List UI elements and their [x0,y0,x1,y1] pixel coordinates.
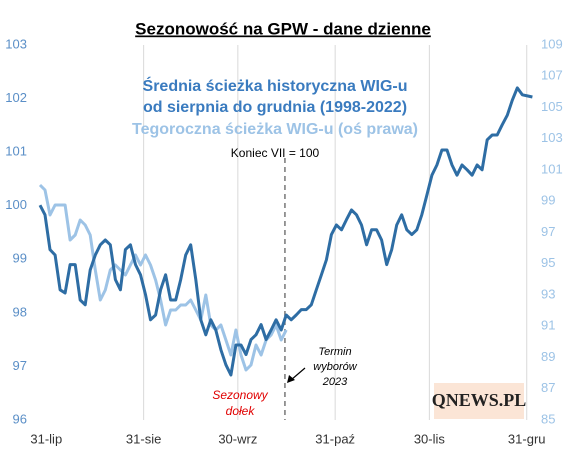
y-tick-label: 97 [13,358,27,373]
x-tick-label: 30-lis [414,431,446,446]
y2-tick-label: 85 [541,411,555,426]
annotation: Tegoroczna ścieżka WIG-u (oś prawa) [132,121,418,138]
series-line [38,183,288,372]
y2-tick-label: 99 [541,193,555,208]
y2-tick-label: 87 [541,380,555,395]
annotation: Termin [318,346,351,358]
x-tick-label: 30-wrz [218,431,257,446]
logo-box [434,383,524,419]
x-tick-label: 31-sie [126,431,161,446]
plot-area: 31-lip 31-sie 30-wrz 31-paź 30-lis 31-gru 96 97… [5,36,562,446]
y2-tick-label: 95 [541,255,555,270]
annotation: Sezonowy [212,388,268,402]
annotation: wyborów [313,361,357,373]
y2-tick-label: 91 [541,318,555,333]
x-tick-label: 31-paź [315,431,355,446]
y-tick-label: 103 [5,36,27,51]
y2-tick-label: 93 [541,286,555,301]
y-tick-label: 100 [5,197,27,212]
annotation: 2023 [322,376,348,388]
y-tick-label: 101 [5,144,27,159]
x-tick-label: 31-lip [30,431,62,446]
y2-tick-label: 89 [541,349,555,364]
y-tick-label: 102 [5,90,27,105]
y2-tick-label: 103 [541,130,563,145]
y2-tick-label: 109 [541,36,563,51]
y-tick-label: 99 [13,251,27,266]
arrow-head [287,375,295,383]
y2-tick-label: 105 [541,99,563,114]
chart-title: Sezonowość na GPW - dane dzienne [135,19,431,38]
logo: QNEWS.PL [432,390,527,410]
y2-tick-label: 101 [541,161,563,176]
y2-tick-label: 97 [541,224,555,239]
y-tick-label: 96 [13,411,27,426]
series-line [38,86,533,377]
y2-tick-label: 107 [541,68,563,83]
arrow [290,367,306,381]
x-tick-label: 31-gru [508,431,546,446]
y-tick-label: 98 [13,304,27,319]
annotation: dołek [226,404,256,418]
annotation: Średnia ścieżka historyczna WIG-u [143,76,408,95]
annotation: od sierpnia do grudnia (1998-2022) [143,99,407,116]
annotation: Koniec VII = 100 [231,146,320,160]
